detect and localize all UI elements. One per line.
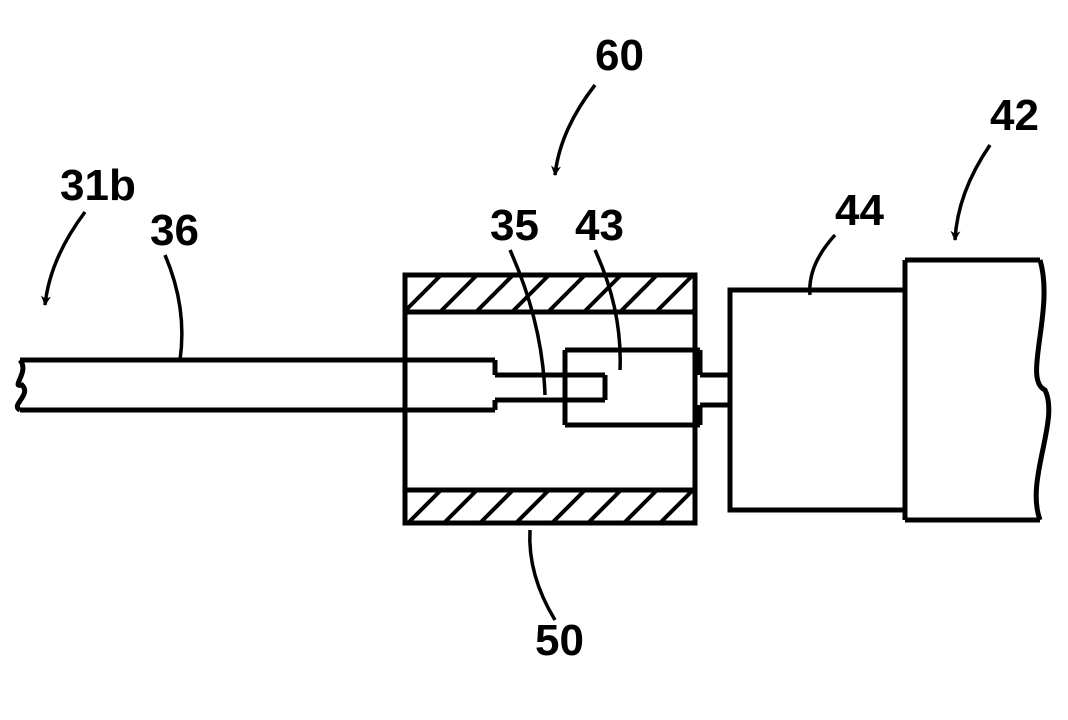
leader-fifty bbox=[530, 530, 555, 620]
mechanical-diagram: 60 42 44 43 35 36 31b 50 bbox=[0, 0, 1068, 720]
label-35: 35 bbox=[490, 201, 539, 250]
label-31b: 31b bbox=[60, 161, 136, 210]
leader-sixty bbox=[555, 85, 595, 175]
label-36: 36 bbox=[150, 206, 199, 255]
leader-thirtysix bbox=[165, 255, 182, 360]
leader-thirtyoneb bbox=[45, 212, 85, 305]
label-42: 42 bbox=[990, 91, 1039, 140]
leader-fortyfour bbox=[810, 235, 835, 295]
label-60: 60 bbox=[595, 31, 644, 80]
leader-fortytwo bbox=[955, 145, 990, 240]
label-43: 43 bbox=[575, 201, 624, 250]
label-44: 44 bbox=[835, 186, 884, 235]
label-50: 50 bbox=[535, 616, 584, 665]
